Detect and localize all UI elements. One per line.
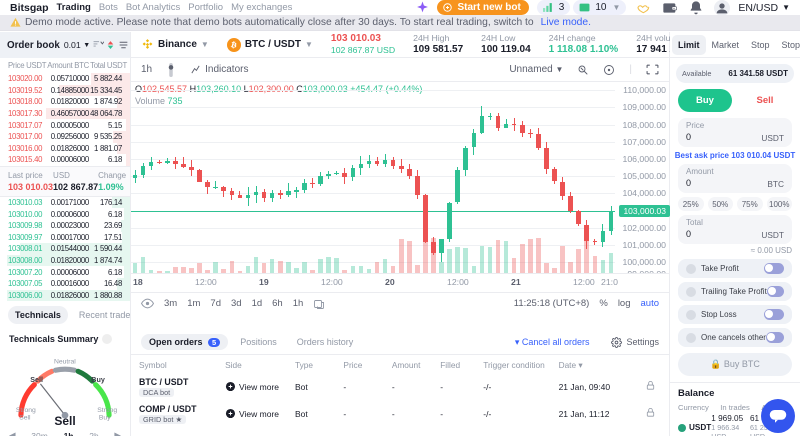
- svg-text:Strong: Strong: [97, 407, 117, 414]
- svg-text:Buy: Buy: [91, 375, 105, 384]
- svg-text:Buy: Buy: [99, 415, 111, 422]
- svg-text:Strong: Strong: [16, 407, 36, 414]
- svg-text:Sell: Sell: [30, 375, 43, 384]
- svg-text:Neutral: Neutral: [54, 359, 76, 366]
- svg-text:Sell: Sell: [19, 415, 31, 422]
